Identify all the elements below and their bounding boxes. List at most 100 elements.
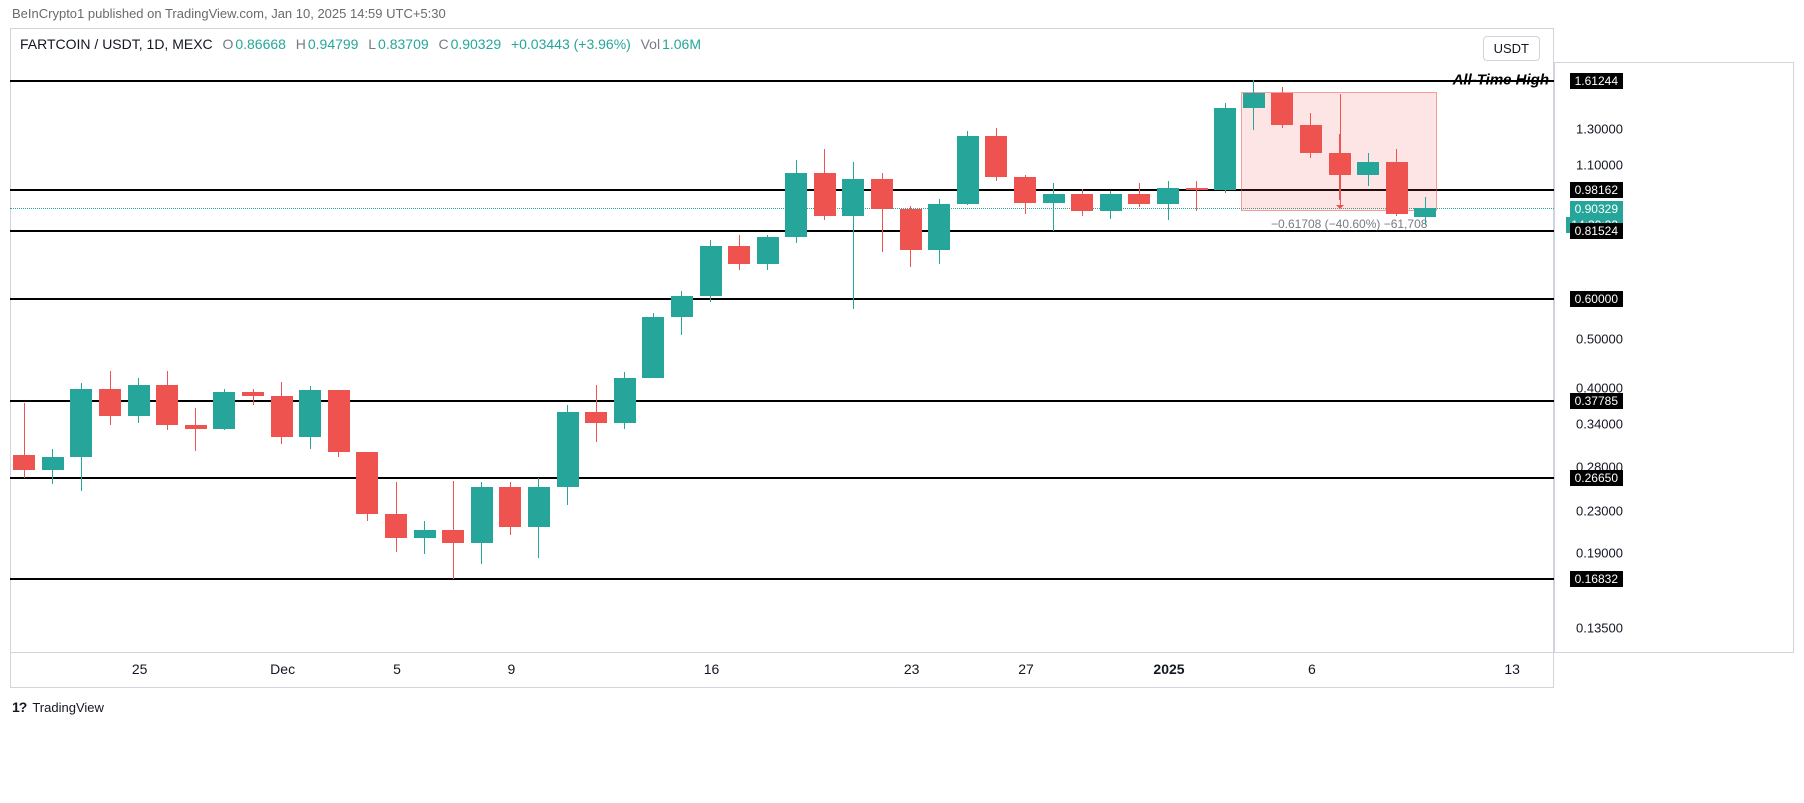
x-tick-label: 23 <box>904 661 920 677</box>
candle[interactable] <box>1355 62 1381 653</box>
candle[interactable] <box>812 62 838 653</box>
low-label: L <box>368 36 376 52</box>
y-price-box: 0.37785 <box>1570 393 1623 409</box>
candle[interactable] <box>269 62 295 653</box>
candle-wick <box>1053 183 1054 230</box>
x-tick-label: 2025 <box>1153 661 1184 677</box>
candle-body <box>1329 153 1351 175</box>
candle-body <box>299 390 321 436</box>
candle[interactable] <box>97 62 123 653</box>
candle-body <box>414 530 436 539</box>
change-value: +0.03443 (+3.96%) <box>511 36 631 52</box>
open-label: O <box>222 36 233 52</box>
candle-body <box>871 179 893 209</box>
candle-body <box>70 389 92 457</box>
y-tick-label: 0.50000 <box>1576 332 1623 347</box>
candle[interactable] <box>612 62 638 653</box>
candle[interactable] <box>240 62 266 653</box>
candle[interactable] <box>783 62 809 653</box>
candle[interactable] <box>840 62 866 653</box>
candle[interactable] <box>440 62 466 653</box>
candle[interactable] <box>297 62 323 653</box>
candle[interactable] <box>1269 62 1295 653</box>
candle[interactable] <box>183 62 209 653</box>
candle-body <box>900 209 922 251</box>
candle-body <box>1243 93 1265 108</box>
candle[interactable] <box>354 62 380 653</box>
candle[interactable] <box>583 62 609 653</box>
candle[interactable] <box>1155 62 1181 653</box>
price-chart[interactable]: All-Time High−0.61708 (−40.60%) −61,708 <box>10 62 1554 653</box>
candle[interactable] <box>869 62 895 653</box>
candle[interactable] <box>211 62 237 653</box>
high-label: H <box>296 36 306 52</box>
candle-body <box>1300 125 1322 153</box>
candle[interactable] <box>40 62 66 653</box>
open-value: 0.86668 <box>235 36 286 52</box>
candle-body <box>328 390 350 452</box>
candle[interactable] <box>555 62 581 653</box>
candle[interactable] <box>726 62 752 653</box>
symbol[interactable]: FARTCOIN / USDT, 1D, MEXC <box>20 36 213 52</box>
candle[interactable] <box>1298 62 1324 653</box>
candle-body <box>128 385 150 416</box>
candle-body <box>557 412 579 487</box>
candle-body <box>1414 208 1436 217</box>
close-value: 0.90329 <box>451 36 502 52</box>
candle-body <box>1071 194 1093 211</box>
chart-legend: FARTCOIN / USDT, 1D, MEXC O0.86668 H0.94… <box>20 36 703 52</box>
candle[interactable] <box>1412 62 1438 653</box>
candle[interactable] <box>469 62 495 653</box>
y-price-box: 0.26650 <box>1570 470 1623 486</box>
candle[interactable] <box>1069 62 1095 653</box>
candle-body <box>842 179 864 216</box>
candle-body <box>728 246 750 264</box>
candle[interactable] <box>698 62 724 653</box>
candle[interactable] <box>1241 62 1267 653</box>
candle-body <box>957 136 979 204</box>
candle[interactable] <box>1327 62 1353 653</box>
y-price-box: 0.60000 <box>1570 291 1623 307</box>
candle-body <box>271 396 293 437</box>
candle-body <box>1014 177 1036 203</box>
candle[interactable] <box>640 62 666 653</box>
candle-body <box>585 412 607 423</box>
x-tick-label: 16 <box>704 661 720 677</box>
candle[interactable] <box>926 62 952 653</box>
y-tick-label: 1.30000 <box>1576 121 1623 136</box>
candle[interactable] <box>983 62 1009 653</box>
candle[interactable] <box>383 62 409 653</box>
candle[interactable] <box>126 62 152 653</box>
candle-body <box>985 136 1007 177</box>
candle[interactable] <box>955 62 981 653</box>
candle[interactable] <box>326 62 352 653</box>
candle[interactable] <box>1126 62 1152 653</box>
candle[interactable] <box>1212 62 1238 653</box>
candle[interactable] <box>154 62 180 653</box>
candle-body <box>614 378 636 424</box>
candle[interactable] <box>669 62 695 653</box>
candle-body <box>499 487 521 528</box>
candle[interactable] <box>755 62 781 653</box>
close-label: C <box>438 36 448 52</box>
candle-body <box>757 237 779 264</box>
candle-body <box>785 173 807 238</box>
candle[interactable] <box>1098 62 1124 653</box>
candle[interactable] <box>68 62 94 653</box>
candle[interactable] <box>1041 62 1067 653</box>
y-axis[interactable]: 1.300001.100000.500000.400000.340000.280… <box>1554 62 1794 653</box>
y-tick-label: 0.34000 <box>1576 417 1623 432</box>
candle-body <box>814 173 836 217</box>
candle[interactable] <box>1184 62 1210 653</box>
x-axis[interactable]: 25Dec591623272025613 <box>10 653 1554 688</box>
candle[interactable] <box>11 62 37 653</box>
x-tick-label: 5 <box>393 661 401 677</box>
candle[interactable] <box>1384 62 1410 653</box>
candle[interactable] <box>1012 62 1038 653</box>
candle[interactable] <box>898 62 924 653</box>
currency-button[interactable]: USDT <box>1483 36 1540 61</box>
candle-body <box>13 455 35 470</box>
candle[interactable] <box>497 62 523 653</box>
candle[interactable] <box>526 62 552 653</box>
candle[interactable] <box>412 62 438 653</box>
